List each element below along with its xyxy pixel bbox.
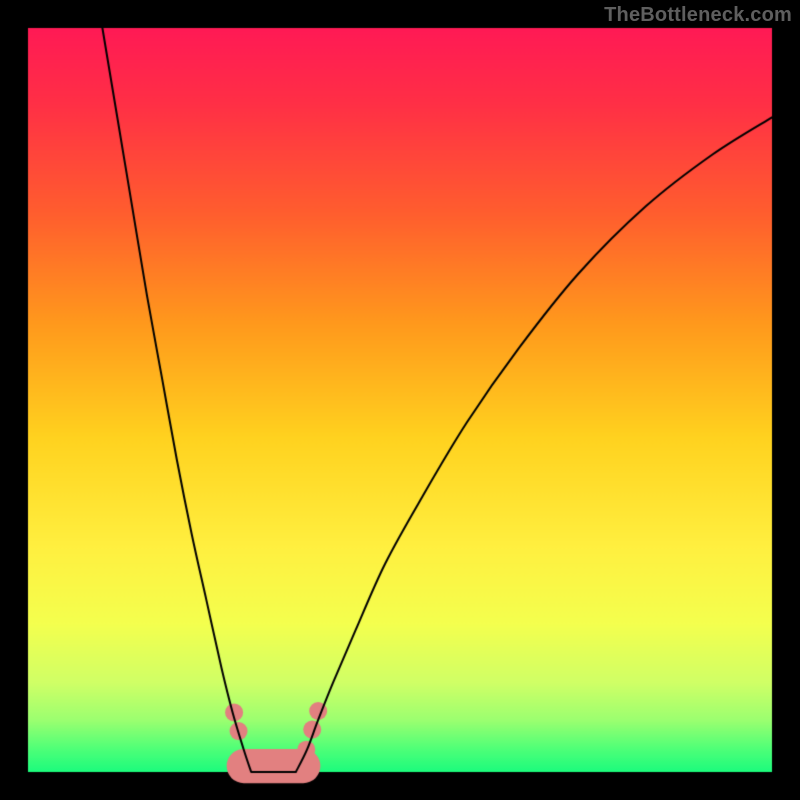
bottleneck-chart: [0, 0, 800, 800]
watermark-text: TheBottleneck.com: [604, 4, 792, 27]
